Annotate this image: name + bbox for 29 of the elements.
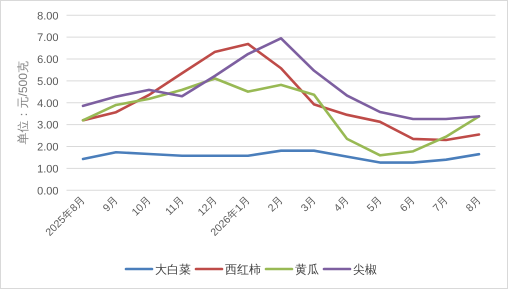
- x-tick-label: 5月: [364, 194, 386, 214]
- y-tick-label: 4.00: [37, 98, 58, 110]
- line-series: [82, 149, 480, 164]
- y-tick-label: 6.00: [37, 54, 58, 66]
- line-series: [82, 36, 480, 120]
- y-axis-title: 单位：元/500克: [16, 61, 30, 144]
- y-tick-label: 5.00: [37, 76, 58, 88]
- x-tick-label: 9月: [100, 194, 122, 214]
- y-tick-label: 7.00: [37, 32, 58, 44]
- x-tick-label: 3月: [298, 194, 320, 214]
- y-tick-label: 3.00: [37, 120, 58, 132]
- x-tick-label: 12月: [196, 194, 220, 218]
- line-series: [82, 77, 480, 157]
- legend-label: 黄瓜: [295, 262, 319, 276]
- line-series: [82, 42, 480, 142]
- y-tick-label: 1.00: [37, 163, 58, 176]
- x-tick-label: 10月: [130, 194, 154, 218]
- x-tick-label: 2月: [266, 194, 286, 214]
- x-tick-label: 6月: [398, 194, 418, 214]
- x-tick-label: 7月: [430, 194, 452, 214]
- y-tick-label: 0.00: [37, 185, 58, 198]
- legend-label: 西红柿: [225, 262, 261, 276]
- legend-label: 尖椒: [353, 262, 377, 276]
- legend-label: 大白菜: [155, 262, 191, 276]
- y-tick-label: 8.00: [37, 10, 58, 22]
- x-tick-label: 4月: [332, 194, 352, 214]
- x-tick-label: 8月: [464, 194, 484, 214]
- x-tick-label: 11月: [163, 194, 188, 218]
- y-tick-label: 2.00: [37, 142, 58, 154]
